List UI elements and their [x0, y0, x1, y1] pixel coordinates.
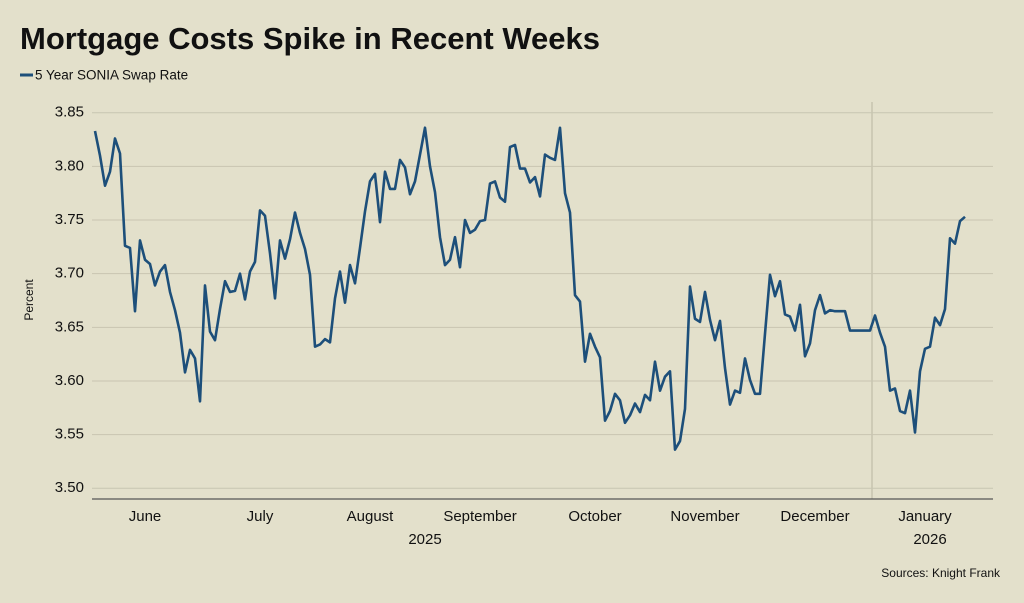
legend-label: 5 Year SONIA Swap Rate [35, 68, 188, 83]
source: Sources: Knight Frank [881, 566, 1001, 580]
y-tick-label: 3.50 [55, 479, 84, 496]
x-tick-label: July [247, 508, 274, 525]
y-tick-label: 3.80 [55, 157, 84, 174]
x-tick-label: November [670, 508, 739, 525]
data-line [93, 126, 966, 451]
x-tick-label: June [129, 508, 162, 525]
y-tick-label: 3.75 [55, 211, 84, 228]
x-tick-label: September [443, 508, 516, 525]
y-tick-label: 3.85 [55, 104, 84, 121]
year-label: 2025 [408, 531, 441, 548]
year-label: 2026 [913, 531, 946, 548]
y-tick-label: 3.55 [55, 426, 84, 443]
x-tick-label: October [568, 508, 621, 525]
chart-title: Mortgage Costs Spike in Recent Weeks [20, 21, 600, 56]
y-tick-label: 3.70 [55, 265, 84, 282]
y-tick-label: 3.65 [55, 318, 84, 335]
y-tick-label: 3.60 [55, 372, 84, 389]
x-tick-label: December [780, 508, 849, 525]
y-axis-label: Percent [22, 279, 36, 321]
x-tick-label: August [347, 508, 395, 525]
x-tick-label: January [898, 508, 952, 525]
